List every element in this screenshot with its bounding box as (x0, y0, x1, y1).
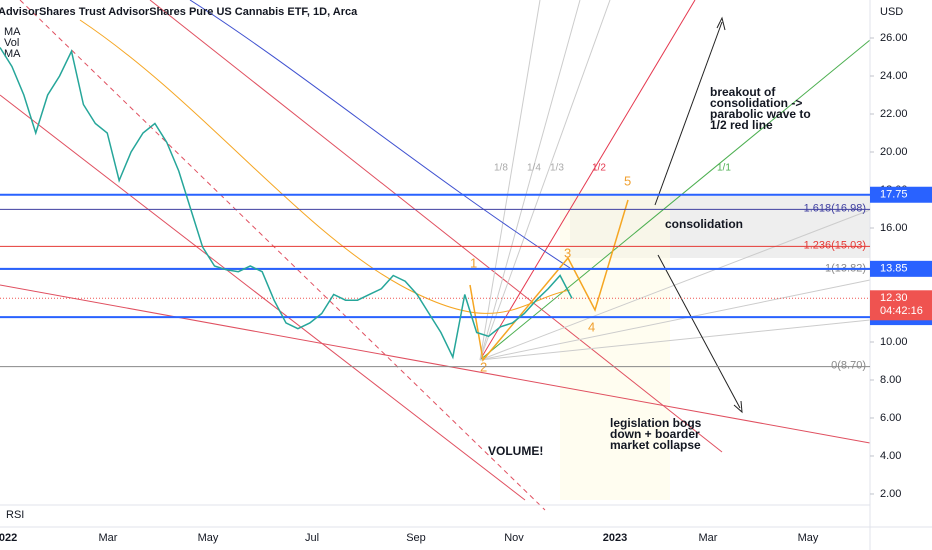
gann-label: 1/4 (527, 163, 541, 174)
y-tick-label: 2.00 (880, 488, 901, 500)
arrow (654, 21, 723, 206)
gann-half (479, 0, 696, 361)
y-tick-label: 4.00 (880, 450, 901, 462)
arrow (657, 254, 741, 409)
price-label-box (870, 260, 932, 277)
annotation: parabolic wave to (710, 107, 811, 121)
fib-label: 0(8.70) (831, 360, 866, 372)
price-label: 17.75 (880, 189, 908, 201)
x-tick-label: Sep (406, 532, 426, 544)
x-tick-label: Jul (305, 532, 319, 544)
x-tick-label: May (798, 532, 819, 544)
x-tick-label: May (198, 532, 219, 544)
price-label-box (870, 186, 932, 203)
annotation: 1/2 red line (710, 118, 773, 132)
drawings (0, 0, 871, 511)
y-tick-label: 10.00 (880, 336, 908, 348)
moving-average (189, 0, 571, 269)
annotation: market collapse (610, 438, 701, 452)
fib-label: 1.236(15.03) (804, 239, 866, 251)
y-tick-label: 8.00 (880, 374, 901, 386)
annotation: consolidation (665, 217, 743, 231)
projection-zone (560, 190, 670, 500)
currency: USD (880, 6, 903, 18)
gann-label: 1/2 (592, 163, 606, 174)
y-tick-label: 16.00 (880, 222, 908, 234)
annotation: VOLUME! (488, 444, 543, 458)
arrow-head (716, 16, 726, 31)
pane-label: RSI (6, 509, 24, 521)
last-price-label: 12.30 (880, 292, 908, 304)
annotation: breakout of (710, 85, 776, 99)
x-tick-label: Mar (99, 532, 118, 544)
chart-title: AdvisorShares Trust AdvisorShares Pure U… (0, 6, 358, 18)
wave-label: 4 (588, 319, 595, 334)
x-tick-label: Mar (699, 532, 718, 544)
trend-line (0, 284, 871, 444)
annotation: down + boarder (610, 427, 700, 441)
x-tick-label: Nov (504, 532, 524, 544)
channel-mid (19, 0, 546, 511)
gann-label: 1/1 (717, 163, 731, 174)
y-tick-label: 24.00 (880, 70, 908, 82)
annotation: legislation bogs (610, 416, 702, 430)
channel-line (0, 94, 526, 501)
wave-path (469, 199, 629, 362)
fib-label: 1.618(16.98) (804, 202, 866, 214)
moving-average (79, 19, 571, 314)
x-tick-label: 2022 (0, 532, 17, 544)
y-tick-label: 6.00 (880, 412, 901, 424)
y-tick-label: 20.00 (880, 146, 908, 158)
gann-fan (479, 0, 871, 361)
gann-label: 1/3 (550, 163, 564, 174)
legend-entry: MA (4, 26, 21, 38)
legend-entry: MA (4, 48, 21, 60)
y-tick-label: 22.00 (880, 108, 908, 120)
price-line (0, 47, 573, 360)
gann-one (479, 39, 871, 361)
price-label: 13.85 (880, 263, 908, 275)
channel-line (149, 0, 723, 453)
annotation: consolidation -> (710, 96, 802, 110)
wave-label: 3 (564, 245, 571, 260)
legend-entry: Vol (4, 37, 19, 49)
arrow-head (733, 400, 743, 414)
last-price-box (870, 290, 932, 321)
wave-label: 1 (470, 255, 477, 270)
gann-label: 1/8 (494, 163, 508, 174)
countdown: 04:42:16 (880, 305, 923, 317)
y-tick-label: 26.00 (880, 32, 908, 44)
x-tick-label: 2023 (603, 532, 627, 544)
wave-label: 5 (624, 173, 631, 188)
